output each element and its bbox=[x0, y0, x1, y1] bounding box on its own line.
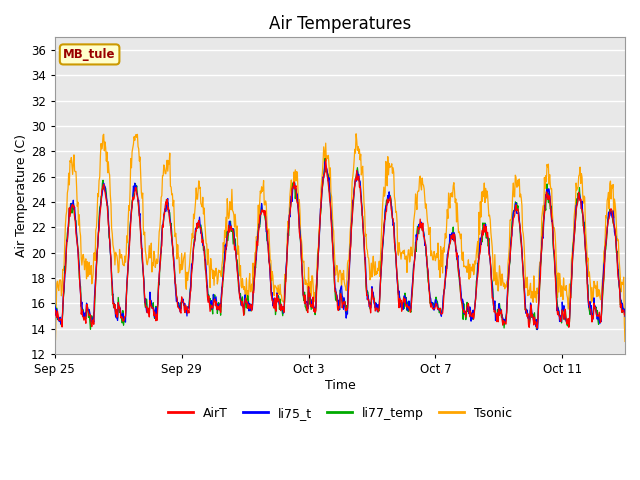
AirT bbox=[512, 202, 520, 208]
AirT bbox=[322, 156, 330, 162]
AirT bbox=[621, 312, 629, 318]
li75_t bbox=[185, 305, 193, 311]
AirT bbox=[289, 184, 296, 190]
Tsonic bbox=[51, 338, 59, 344]
AirT bbox=[72, 219, 79, 225]
li75_t bbox=[259, 207, 266, 213]
AirT bbox=[185, 310, 193, 316]
li75_t bbox=[621, 313, 629, 319]
X-axis label: Time: Time bbox=[324, 379, 355, 392]
Tsonic bbox=[374, 267, 382, 273]
Tsonic bbox=[352, 131, 360, 137]
Tsonic bbox=[72, 168, 79, 174]
li75_t bbox=[51, 303, 59, 309]
Legend: AirT, li75_t, li77_temp, Tsonic: AirT, li75_t, li77_temp, Tsonic bbox=[163, 402, 517, 424]
li77_temp bbox=[289, 181, 296, 187]
li77_temp bbox=[321, 156, 329, 161]
Line: li75_t: li75_t bbox=[55, 162, 625, 330]
li75_t bbox=[72, 213, 79, 219]
li77_temp bbox=[51, 302, 59, 308]
Line: AirT: AirT bbox=[55, 159, 625, 328]
AirT bbox=[51, 308, 59, 313]
Tsonic bbox=[185, 267, 193, 273]
li77_temp bbox=[374, 308, 382, 313]
Line: Tsonic: Tsonic bbox=[55, 134, 625, 341]
AirT bbox=[374, 309, 382, 314]
li77_temp bbox=[532, 326, 540, 332]
li75_t bbox=[289, 187, 296, 193]
li75_t bbox=[533, 327, 541, 333]
Text: MB_tule: MB_tule bbox=[63, 48, 116, 61]
Tsonic bbox=[289, 181, 296, 187]
li75_t bbox=[374, 305, 382, 311]
li77_temp bbox=[512, 208, 520, 214]
li75_t bbox=[321, 159, 329, 165]
AirT bbox=[259, 207, 266, 213]
Line: li77_temp: li77_temp bbox=[55, 158, 625, 329]
Y-axis label: Air Temperature (C): Air Temperature (C) bbox=[15, 134, 28, 257]
Title: Air Temperatures: Air Temperatures bbox=[269, 15, 411, 33]
AirT bbox=[533, 325, 541, 331]
li75_t bbox=[512, 200, 520, 206]
li77_temp bbox=[621, 307, 629, 313]
li77_temp bbox=[185, 305, 193, 311]
Tsonic bbox=[259, 189, 266, 194]
Tsonic bbox=[512, 174, 520, 180]
li77_temp bbox=[259, 209, 266, 215]
Tsonic bbox=[621, 338, 629, 344]
li77_temp bbox=[72, 217, 79, 223]
